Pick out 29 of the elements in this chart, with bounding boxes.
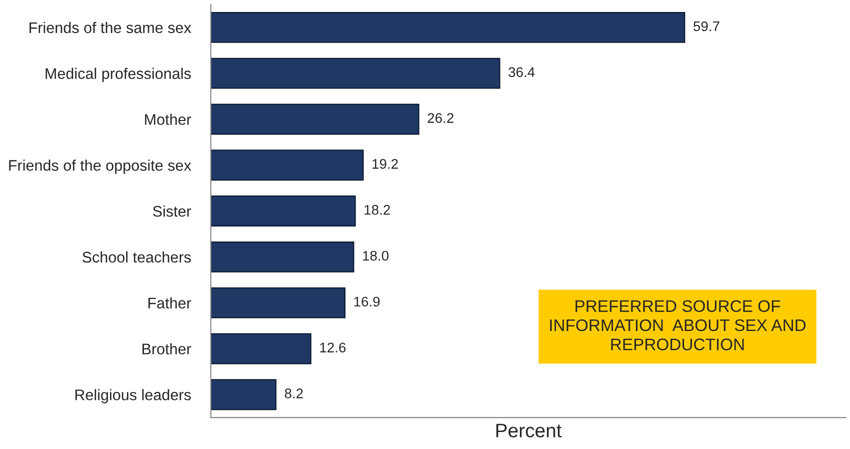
y-tick-label: Religious leaders: [75, 389, 191, 404]
bar: [210, 58, 500, 89]
y-tick-label: Sister: [153, 205, 192, 217]
bar: [210, 287, 346, 318]
y-tick-label: School teachers: [82, 251, 191, 263]
bar: [210, 196, 356, 226]
data-label: 19.2: [372, 159, 398, 169]
data-label: 59.7: [694, 21, 720, 32]
bar: [210, 379, 276, 410]
data-label: 12.6: [320, 342, 346, 352]
y-tick-label: Brother: [142, 343, 192, 354]
y-tick-label: Mother: [145, 114, 192, 125]
y-tick-label: Friends of the same sex: [30, 22, 192, 34]
bar: [210, 150, 364, 181]
y-tick-label: Medical professionals: [46, 68, 191, 82]
y-tick-label: Friends of the opposite sex: [9, 160, 192, 174]
data-label: 26.2: [428, 113, 454, 123]
bar: [210, 12, 686, 43]
data-label: 18.2: [364, 204, 390, 215]
y-tick-label: Father: [148, 297, 192, 309]
data-label: 36.4: [508, 67, 535, 78]
bar: [210, 333, 312, 364]
bar: [210, 104, 420, 135]
data-label: 18.0: [363, 250, 388, 261]
text: PREFERRED SOURCE OF INFORMATION ABOUT SEX AND REPRODUCTION: [550, 300, 806, 350]
bar: [210, 241, 354, 272]
x-axis-title: Percent: [496, 424, 562, 438]
data-label: 8.2: [284, 388, 303, 398]
data-label: 16.9: [354, 296, 380, 307]
